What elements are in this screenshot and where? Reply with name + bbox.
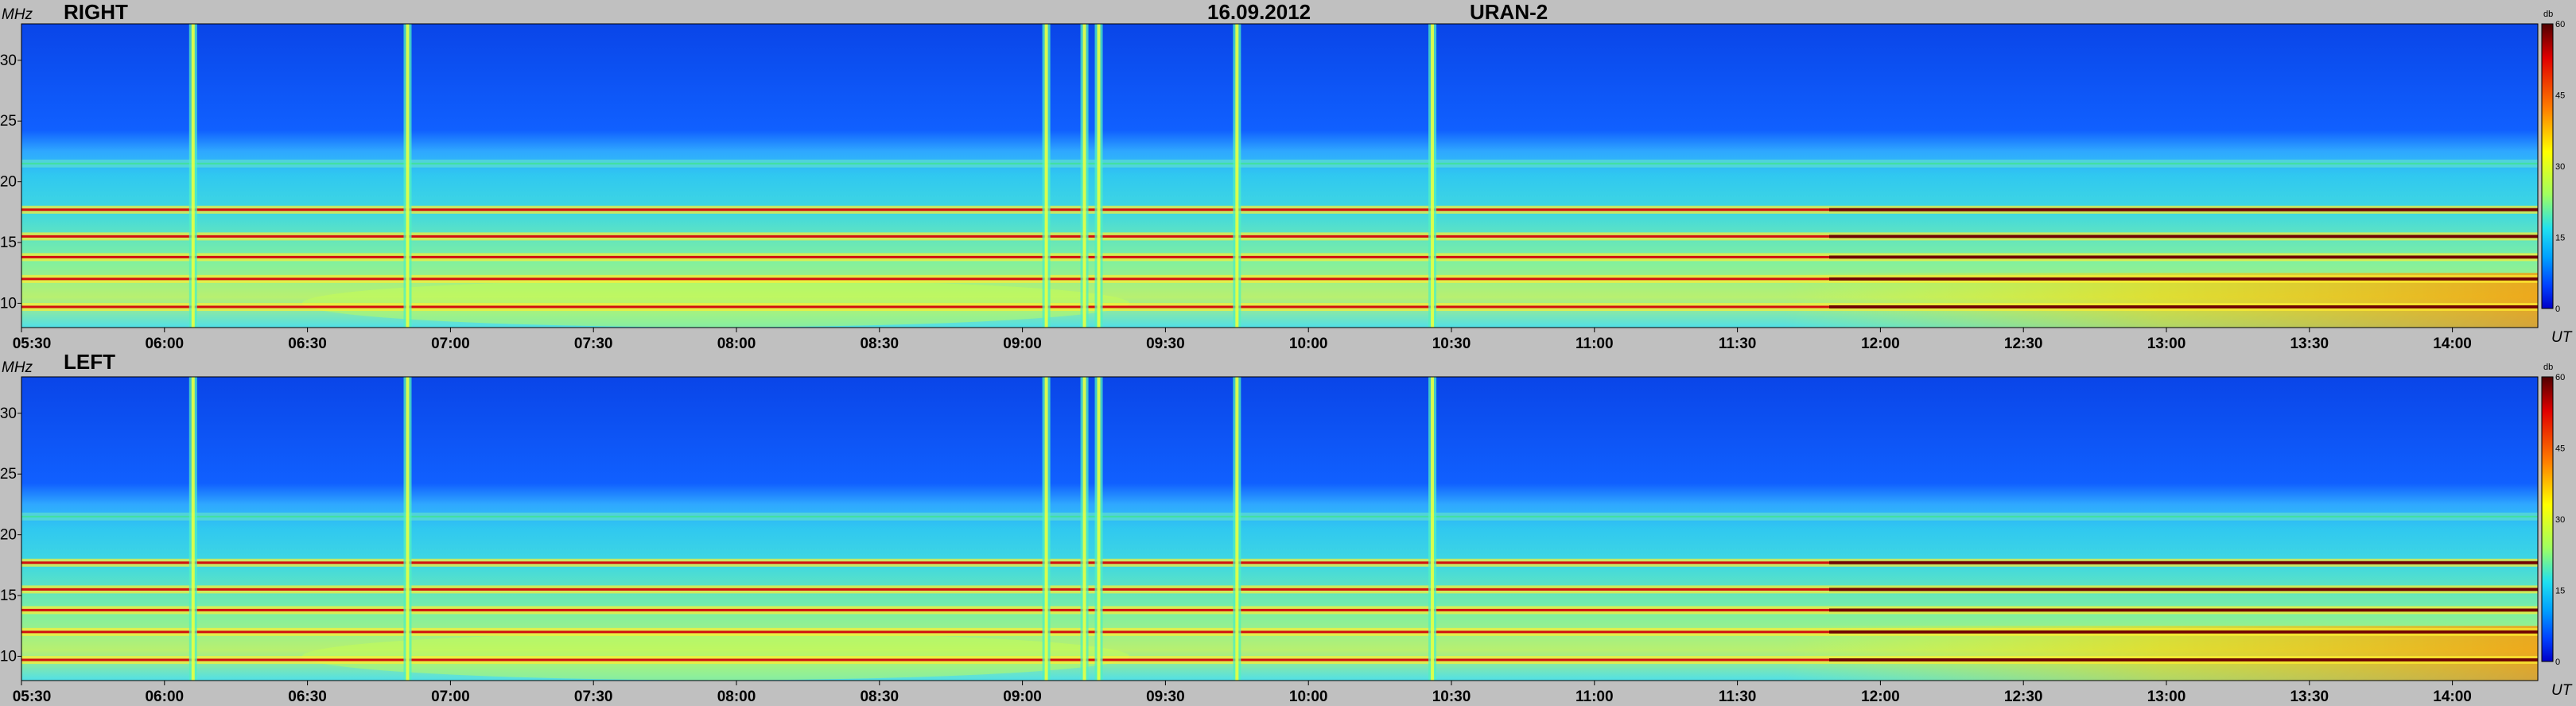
colorbar-tick-label: 60: [2555, 373, 2565, 382]
y-tick-label: 25: [0, 113, 17, 130]
burst-line-core: [1431, 24, 1435, 328]
x-tick-label: 13:00: [2147, 336, 2186, 352]
x-tick-label: 13:30: [2290, 336, 2329, 352]
colorbar-tick-label: 45: [2555, 91, 2565, 101]
burst-line-core: [1097, 24, 1101, 328]
burst-line-core: [1044, 377, 1048, 681]
observation-date: 16.09.2012: [1207, 0, 1311, 24]
x-tick-label: 06:00: [145, 689, 184, 705]
x-tick-label: 07:30: [574, 336, 613, 352]
y-tick-label: 10: [0, 295, 17, 312]
x-tick-label: 08:30: [860, 689, 899, 705]
x-tick-label: 11:00: [1576, 689, 1614, 705]
x-tick-label: 10:30: [1432, 689, 1471, 705]
x-tick-label: 06:00: [145, 336, 184, 352]
x-tick-label: 09:00: [1003, 336, 1042, 352]
y-tick-label: 20: [0, 174, 17, 191]
x-tick-label: 12:30: [2004, 336, 2043, 352]
colorbar: [2541, 376, 2554, 662]
x-tick-label: 10:00: [1289, 689, 1328, 705]
colorbar-unit-right: db: [2543, 10, 2554, 19]
colorbar-tick-label: 30: [2555, 515, 2565, 525]
colorbar-unit-left: db: [2543, 363, 2554, 372]
y-tick-label: 25: [0, 466, 17, 483]
y-tick-label: 15: [0, 588, 17, 604]
x-tick-label: 08:00: [717, 689, 756, 705]
plot-frame: [21, 23, 2539, 328]
x-tick-label: 13:00: [2147, 689, 2186, 705]
burst-line-core: [406, 377, 410, 681]
x-unit-label-left: UT: [2551, 682, 2572, 699]
y-tick-label: 30: [0, 405, 17, 422]
y-tick-label: 15: [0, 235, 17, 251]
x-tick-label: 07:00: [431, 689, 470, 705]
y-tick-label: 30: [0, 52, 17, 69]
x-tick-label: 05:30: [13, 336, 52, 352]
x-tick-label: 11:30: [1719, 336, 1757, 352]
burst-line-core: [1235, 377, 1239, 681]
x-tick-label: 11:00: [1576, 336, 1614, 352]
burst-line-core: [1235, 24, 1239, 328]
x-tick-label: 12:30: [2004, 689, 2043, 705]
x-tick-label: 14:00: [2433, 689, 2472, 705]
colorbar-tick-label: 15: [2555, 587, 2565, 596]
colorbar-tick-label: 0: [2555, 305, 2560, 314]
x-tick-label: 08:30: [860, 336, 899, 352]
x-tick-label: 06:30: [288, 689, 327, 705]
panel-title-right: RIGHT: [64, 0, 128, 24]
y-unit-label-right: MHz: [2, 6, 33, 23]
burst-line-core: [406, 24, 410, 328]
colorbar-tick-label: 60: [2555, 20, 2565, 29]
x-tick-label: 07:30: [574, 689, 613, 705]
x-tick-label: 11:30: [1719, 689, 1757, 705]
burst-line-core: [191, 24, 195, 328]
panel-title-left: LEFT: [64, 350, 115, 374]
burst-line-core: [1431, 377, 1435, 681]
colorbar-tick-label: 45: [2555, 444, 2565, 454]
burst-line-core: [1097, 377, 1101, 681]
instrument-name: URAN-2: [1470, 0, 1548, 24]
y-tick-label: 20: [0, 527, 17, 544]
colorbar: [2541, 23, 2554, 309]
x-tick-label: 06:30: [288, 336, 327, 352]
colorbar-tick-label: 30: [2555, 162, 2565, 172]
y-tick-label: 10: [0, 648, 17, 665]
x-tick-label: 12:00: [1861, 689, 1900, 705]
x-tick-label: 10:00: [1289, 336, 1328, 352]
burst-line-core: [191, 377, 195, 681]
colorbar-tick-label: 0: [2555, 658, 2560, 667]
x-tick-label: 09:00: [1003, 689, 1042, 705]
plot-frame: [21, 376, 2539, 681]
x-tick-label: 12:00: [1861, 336, 1900, 352]
burst-line-core: [1044, 24, 1048, 328]
x-tick-label: 14:00: [2433, 336, 2472, 352]
colorbar-tick-label: 15: [2555, 234, 2565, 243]
x-tick-label: 10:30: [1432, 336, 1471, 352]
x-tick-label: 05:30: [13, 689, 52, 705]
x-tick-label: 09:30: [1146, 689, 1185, 705]
x-tick-label: 09:30: [1146, 336, 1185, 352]
y-unit-label-left: MHz: [2, 359, 33, 376]
burst-line-core: [1082, 24, 1086, 328]
x-tick-label: 08:00: [717, 336, 756, 352]
x-tick-label: 13:30: [2290, 689, 2329, 705]
x-tick-label: 07:00: [431, 336, 470, 352]
burst-line-core: [1082, 377, 1086, 681]
x-unit-label-right: UT: [2551, 329, 2572, 346]
